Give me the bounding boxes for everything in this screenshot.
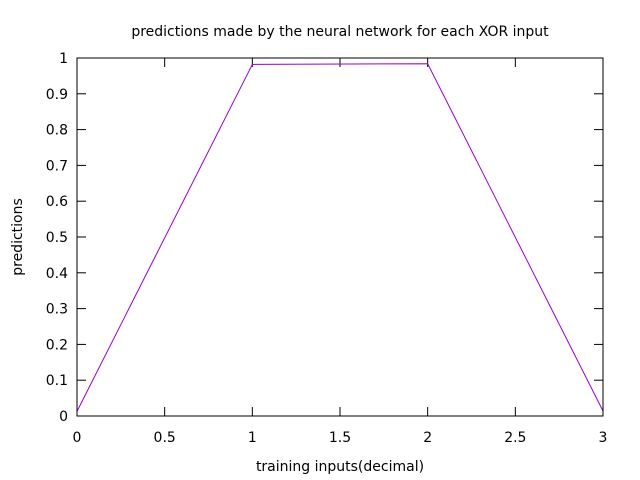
y-tick-label: 1 (59, 51, 68, 67)
x-tick-label: 0 (73, 430, 82, 446)
y-tick-label: 0 (59, 409, 68, 425)
x-tick-label: 0.5 (154, 430, 176, 446)
chart-title: predictions made by the neural network f… (131, 24, 549, 40)
x-tick-label: 3 (599, 430, 608, 446)
y-tick-label: 0.2 (46, 337, 68, 353)
x-tick-label: 1 (248, 430, 257, 446)
x-axis-label: training inputs(decimal) (256, 459, 424, 475)
y-tick-label: 0.8 (46, 123, 68, 139)
y-tick-label: 0.6 (46, 194, 68, 210)
plot-frame (76, 57, 604, 417)
y-tick-label: 0.7 (46, 158, 68, 174)
y-axis-label: predictions (10, 198, 26, 276)
y-axis: 0 0.1 0.2 0.3 0.4 0.5 0.6 0.7 0.8 0.9 1 (46, 51, 603, 425)
x-tick-label: 1.5 (329, 430, 351, 446)
y-tick-label: 0.4 (46, 266, 68, 282)
x-tick-label: 2.5 (504, 430, 526, 446)
x-tick-label: 2 (423, 430, 432, 446)
y-tick-label: 0.1 (46, 373, 68, 389)
y-tick-label: 0.9 (46, 87, 68, 103)
y-tick-label: 0.3 (46, 302, 68, 318)
y-tick-label: 0.5 (46, 230, 68, 246)
x-axis: 0 0.5 1 1.5 2 2.5 3 (73, 58, 608, 446)
prediction-series-line (76, 63, 604, 412)
